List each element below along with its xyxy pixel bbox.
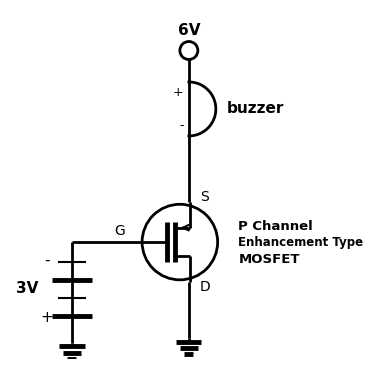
Text: Enhancement Type: Enhancement Type	[238, 237, 363, 249]
Text: P Channel: P Channel	[238, 220, 313, 233]
Text: buzzer: buzzer	[227, 101, 284, 116]
Text: 3V: 3V	[16, 281, 38, 296]
Text: S: S	[200, 190, 208, 204]
Text: D: D	[200, 280, 210, 294]
Text: -: -	[179, 119, 184, 132]
Text: -: -	[44, 253, 49, 268]
Text: +: +	[40, 310, 53, 325]
Text: +: +	[173, 85, 184, 99]
Text: MOSFET: MOSFET	[238, 253, 300, 266]
Text: 6V: 6V	[178, 23, 200, 38]
Text: G: G	[114, 224, 125, 238]
